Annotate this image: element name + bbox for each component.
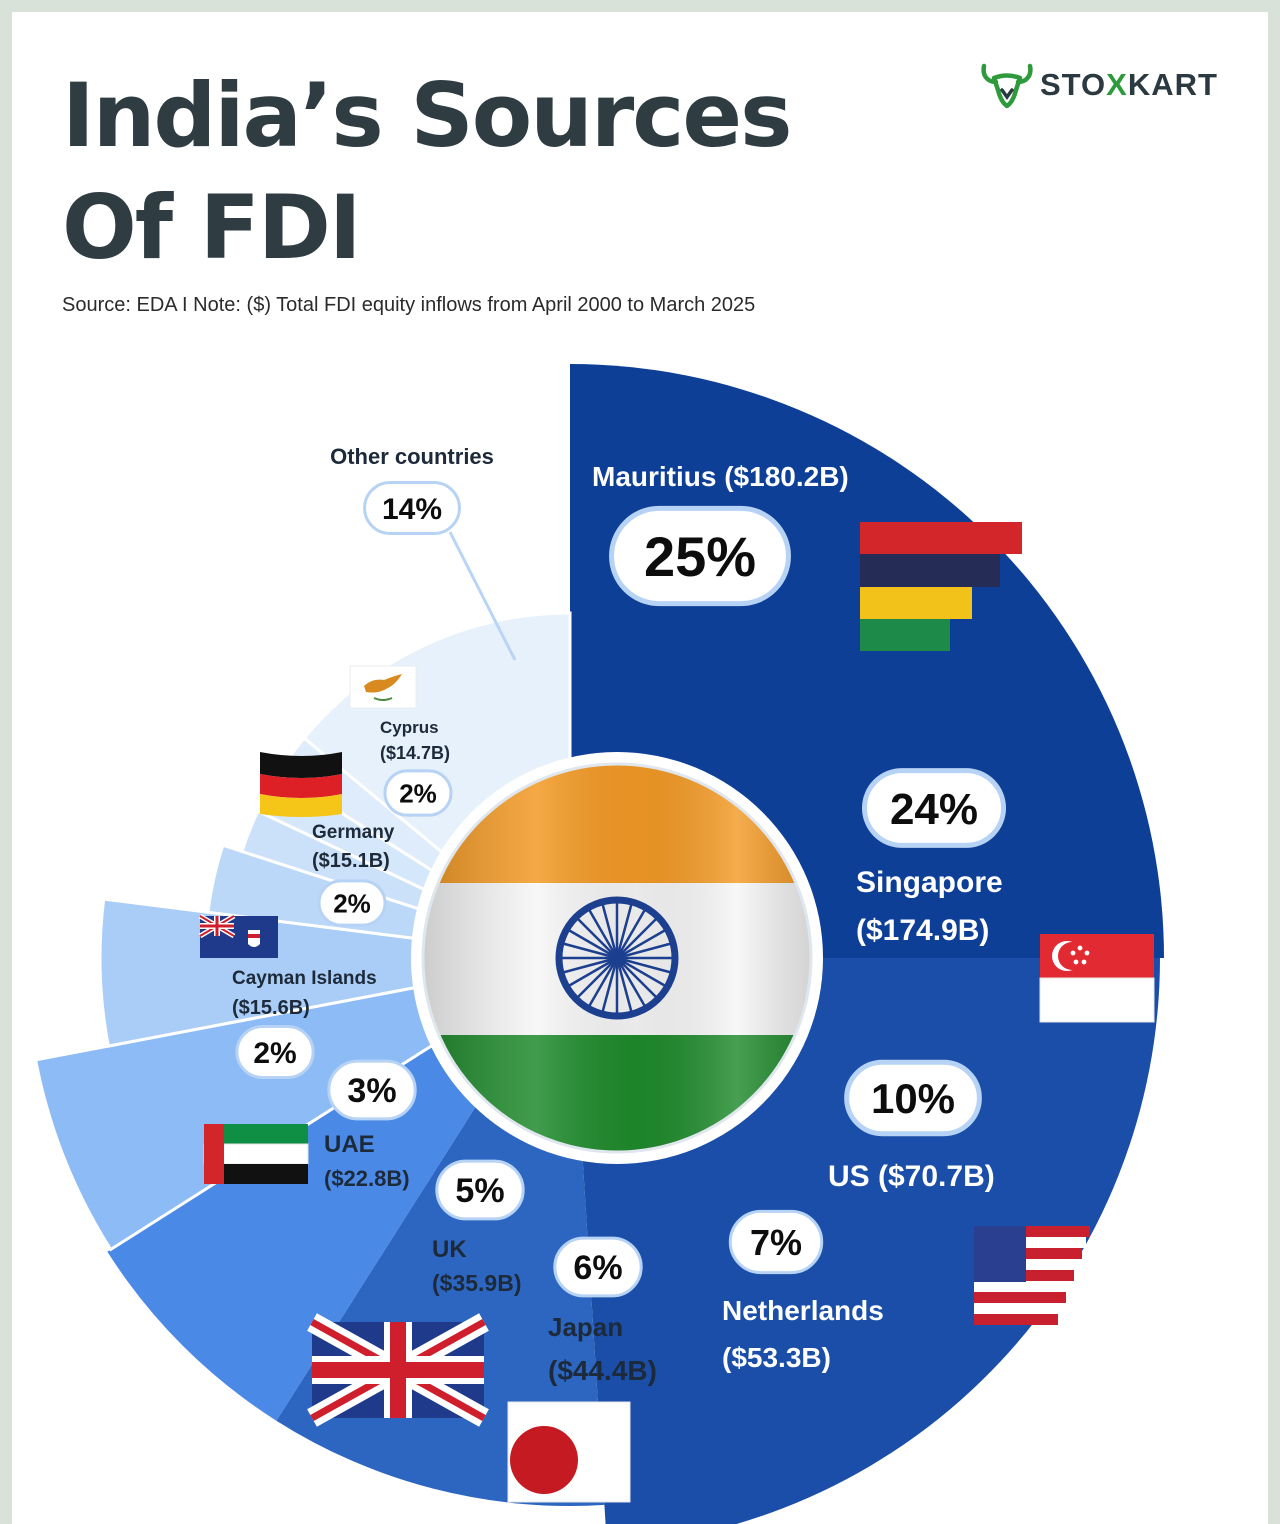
percent-label-germany: 2% xyxy=(333,888,371,918)
slice-name-uae: UAE xyxy=(324,1131,375,1158)
percent-pill-japan xyxy=(553,1236,643,1298)
percent-pill-mauritius xyxy=(609,505,791,607)
slice-name-netherlands: Netherlands xyxy=(722,1295,884,1326)
percent-label-us: 10% xyxy=(871,1075,955,1122)
slice-name-value-us: US ($70.7B) xyxy=(828,1160,995,1193)
usa-flag xyxy=(974,1226,1090,1325)
cayman-islands-flag xyxy=(198,913,278,958)
page-title: India’s Sources Of FDI xyxy=(62,60,882,284)
uk-flag xyxy=(307,1313,489,1427)
ashoka-chakra-icon xyxy=(555,896,679,1020)
slice-labels: 25% Mauritius ($180.2B) 24% Singapore ($174.… xyxy=(232,444,1007,1386)
slice-value-singapore: ($174.9B) xyxy=(856,914,989,947)
slice-value-uk: ($35.9B) xyxy=(432,1270,521,1296)
slice-name-value-mauritius: Mauritius ($180.2B) xyxy=(592,461,849,492)
label-group-us: 10% US ($70.7B) xyxy=(828,1059,995,1193)
percent-label-japan: 6% xyxy=(573,1249,622,1287)
percent-pill-singapore xyxy=(861,768,1007,848)
slice-name-cyprus: Cyprus xyxy=(380,718,439,737)
label-group-other-countries: 14% Other countries xyxy=(330,444,494,535)
slice-name-other-countries: Other countries xyxy=(330,444,494,469)
brand-logo: STOXKART xyxy=(980,60,1218,110)
slice-value-netherlands: ($53.3B) xyxy=(722,1342,831,1373)
percent-pill-uae xyxy=(327,1059,417,1121)
percent-pill-germany xyxy=(317,879,387,927)
bull-head-icon xyxy=(981,63,1033,109)
title-line-2: Of FDI xyxy=(62,176,362,279)
percent-pill-cyprus xyxy=(383,769,453,817)
slice-value-uae: ($22.8B) xyxy=(324,1166,410,1191)
label-group-germany: 2% Germany ($15.1B) xyxy=(312,822,395,927)
percent-label-mauritius: 25% xyxy=(644,525,756,588)
percent-pill-uk xyxy=(435,1159,525,1221)
percent-label-cayman-islands: 2% xyxy=(253,1037,296,1070)
slice-value-cyprus: ($14.7B) xyxy=(380,743,450,763)
source-note: Source: EDA I Note: ($) Total FDI equity… xyxy=(62,294,756,316)
singapore-flag xyxy=(1039,934,1155,1023)
slice-name-singapore: Singapore xyxy=(856,866,1003,899)
percent-label-uae: 3% xyxy=(347,1072,396,1110)
percent-pill-other-countries xyxy=(363,481,461,535)
slice-name-cayman-islands: Cayman Islands xyxy=(232,968,377,989)
slice-value-cayman-islands: ($15.6B) xyxy=(232,997,310,1019)
japan-flag xyxy=(507,1401,631,1503)
slice-name-germany: Germany xyxy=(312,822,395,843)
cyprus-flag xyxy=(349,665,417,709)
label-group-cayman-islands: 2% Cayman Islands ($15.6B) xyxy=(232,968,377,1079)
germany-flag xyxy=(260,752,342,817)
label-group-netherlands: 7% Netherlands ($53.3B) xyxy=(722,1209,884,1373)
percent-label-uk: 5% xyxy=(455,1172,504,1210)
percent-pill-us xyxy=(844,1059,982,1137)
label-group-mauritius: 25% Mauritius ($180.2B) xyxy=(592,461,849,607)
india-flag xyxy=(411,752,823,1164)
label-group-cyprus: 2% Cyprus ($14.7B) xyxy=(380,718,453,817)
mauritius-flag xyxy=(860,522,1022,651)
brand-name: STOXKART xyxy=(1040,67,1218,102)
label-group-singapore: 24% Singapore ($174.9B) xyxy=(856,768,1007,947)
label-group-uae: 3% UAE ($22.8B) xyxy=(324,1059,417,1191)
title-line-1: India’s Sources xyxy=(62,64,792,167)
percent-pill-cayman-islands xyxy=(235,1025,315,1079)
slice-name-japan: Japan xyxy=(548,1312,623,1342)
slice-name-uk: UK xyxy=(432,1236,467,1263)
slice-value-japan: ($44.4B) xyxy=(548,1355,657,1386)
percent-label-singapore: 24% xyxy=(890,785,978,834)
label-group-japan: 6% Japan ($44.4B) xyxy=(548,1236,657,1386)
other-countries-leader-line xyxy=(448,531,517,661)
slice-value-germany: ($15.1B) xyxy=(312,850,390,872)
label-group-uk: 5% UK ($35.9B) xyxy=(432,1159,525,1296)
percent-pill-netherlands xyxy=(728,1209,824,1275)
percent-label-other-countries: 14% xyxy=(382,493,442,526)
percent-label-cyprus: 2% xyxy=(399,778,437,808)
uae-flag xyxy=(203,1124,309,1184)
percent-label-netherlands: 7% xyxy=(750,1222,802,1263)
